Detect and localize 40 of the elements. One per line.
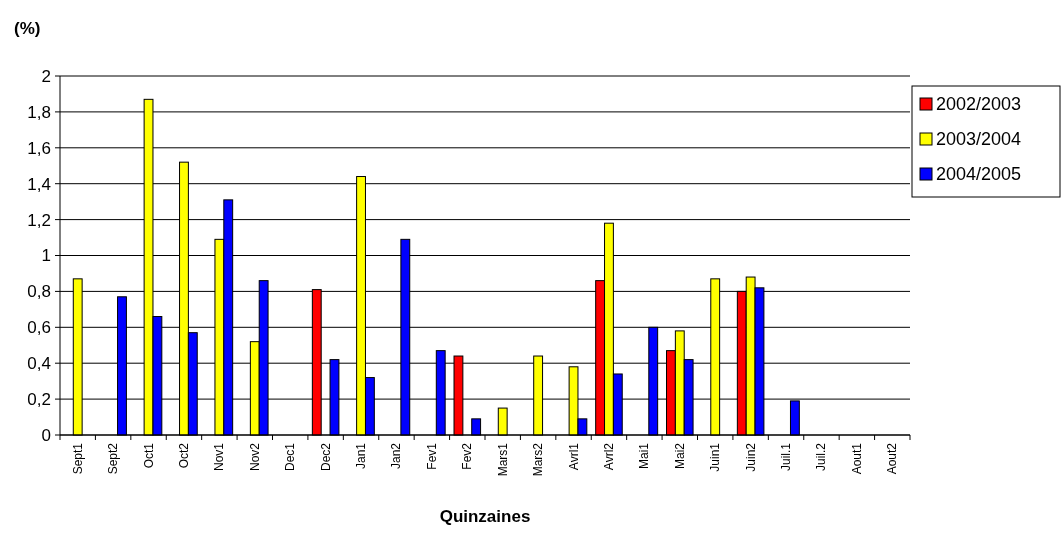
x-tick-label: Juin2: [743, 442, 758, 472]
x-tick-label: Juil.2: [814, 442, 829, 472]
x-tick-label: Nov2: [247, 442, 262, 472]
y-tick-label: 0,4: [27, 354, 51, 374]
x-tick-label: Dec2: [318, 442, 333, 472]
x-tick-label: Fev2: [460, 442, 475, 470]
y-tick-label: 1,8: [27, 102, 51, 122]
y-tick-label: 0,6: [27, 318, 51, 338]
y-tick-label: 0,2: [27, 390, 51, 410]
y-tick-label: 0,8: [27, 282, 51, 302]
y-tick-label: 1,6: [27, 138, 51, 158]
y-tick-label: 1,4: [27, 174, 51, 194]
legend-label: 2003/2004: [936, 129, 1022, 150]
x-tick-label: Aout1: [849, 442, 864, 475]
y-tick-label: 1: [41, 246, 51, 266]
legend-label: 2002/2003: [936, 94, 1022, 115]
y-tick-label: 1,2: [27, 210, 51, 230]
x-tick-label: Mai2: [672, 442, 687, 470]
x-tick-label: Jan2: [389, 442, 404, 470]
x-tick-label: Sept2: [106, 442, 121, 475]
x-tick-label: Mai1: [637, 442, 652, 470]
x-tick-label: Mars2: [531, 442, 546, 477]
x-tick-label: Nov1: [212, 442, 227, 472]
x-tick-label: Juin1: [708, 442, 723, 472]
y-axis-title: (%): [14, 19, 41, 38]
x-tick-label: Oct2: [176, 442, 191, 469]
x-tick-label: Juil.1: [779, 442, 794, 472]
x-tick-label: Mars1: [495, 442, 510, 477]
y-tick-label: 0: [41, 425, 51, 445]
legend-label: 2004/2005: [936, 164, 1022, 185]
x-axis-title: Quinzaines: [439, 507, 531, 526]
x-tick-label: Fev1: [424, 442, 439, 470]
x-tick-label: Avrl1: [566, 442, 581, 471]
x-tick-label: Avrl2: [601, 442, 616, 471]
x-tick-label: Dec1: [283, 442, 298, 472]
x-tick-label: Oct1: [141, 442, 156, 469]
x-tick-label: Jan1: [354, 442, 369, 470]
y-tick-label: 2: [41, 66, 51, 86]
x-tick-label: Sept1: [70, 442, 85, 475]
x-tick-label: Aout2: [885, 442, 900, 475]
